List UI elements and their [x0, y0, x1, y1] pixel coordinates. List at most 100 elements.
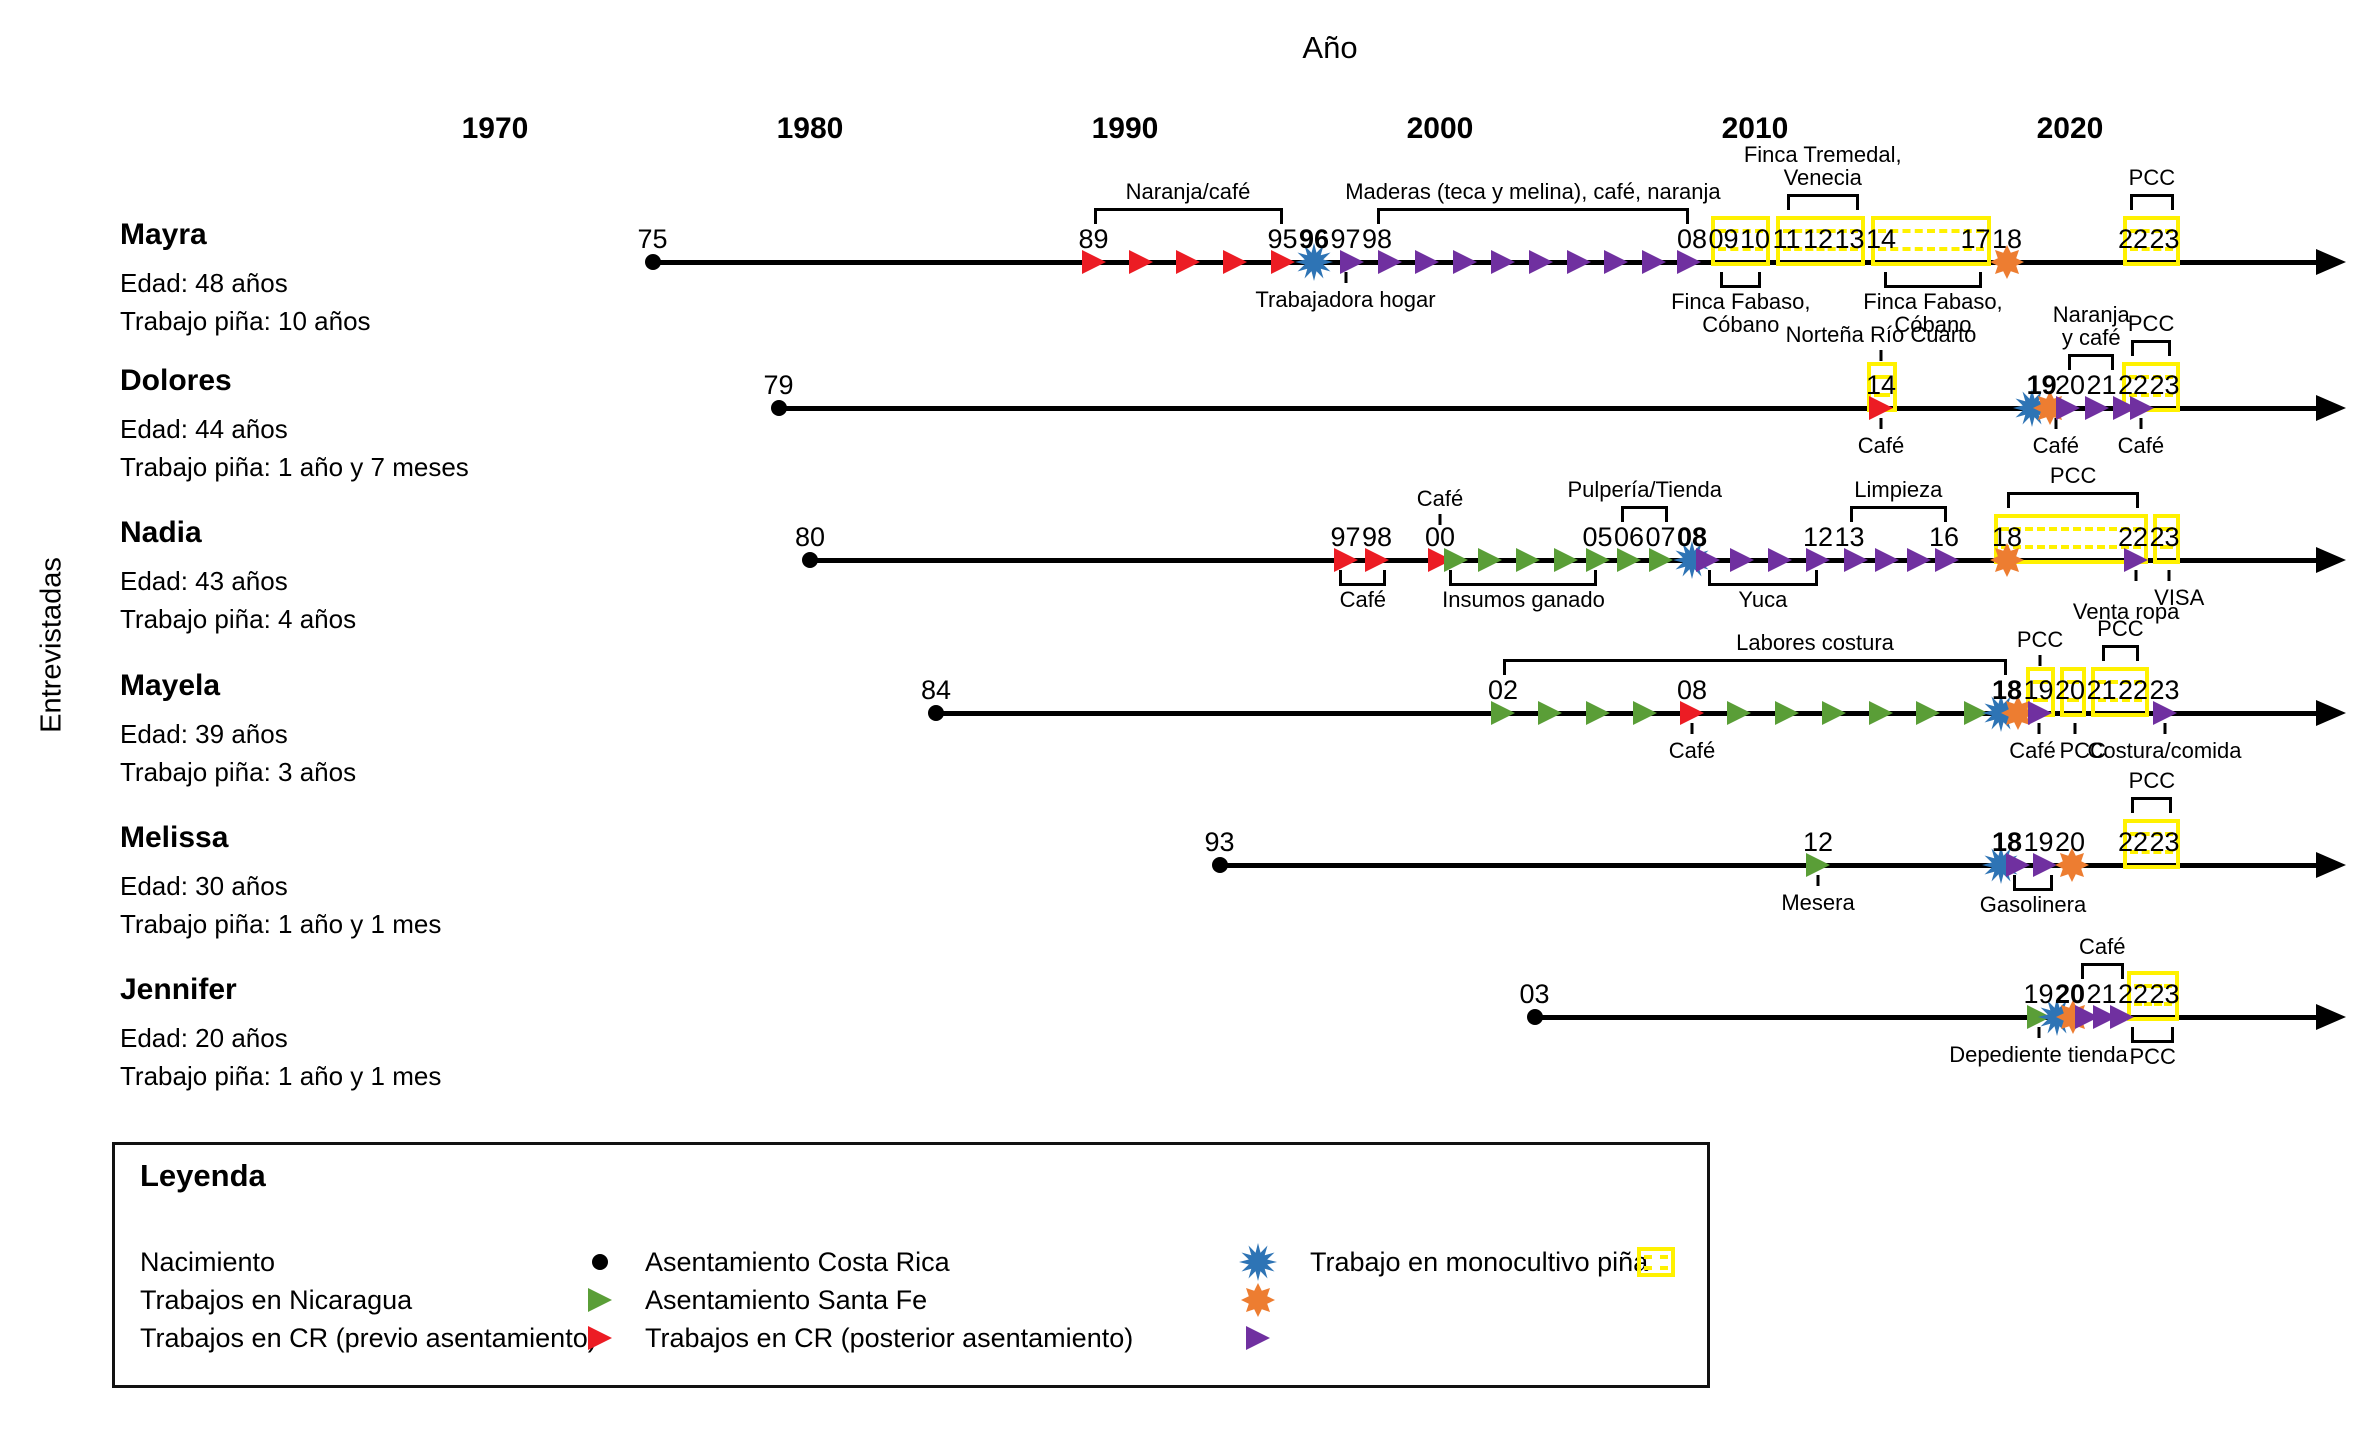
year-label: 18: [1991, 675, 2023, 705]
year-label: 13: [1834, 224, 1865, 254]
tick-label: PCC: [2016, 627, 2064, 652]
year-label: 89: [1078, 224, 1109, 254]
timeline-arrowhead: [2316, 852, 2346, 878]
marker-trabajo-cr-previo: [1679, 699, 1705, 727]
bracket-label: PCC: [2127, 311, 2175, 336]
year-label: 14: [1865, 370, 1897, 400]
year-label: 12: [1802, 522, 1834, 552]
bracket: [1884, 272, 1982, 288]
bracket: [1449, 570, 1598, 586]
year-label: 23: [2149, 827, 2180, 857]
birth-year-label: 79: [763, 370, 794, 400]
marker-trabajo-cr-posterior: [2112, 394, 2138, 422]
timeline-line: [936, 711, 2316, 716]
year-label: 23: [2149, 522, 2180, 552]
year-label: 22: [2117, 827, 2149, 857]
marker-trabajo-nicaragua: [1868, 699, 1894, 727]
birth-year-label: 84: [920, 675, 952, 705]
tick-label: Café: [1857, 433, 1905, 458]
bracket-label: Labores costura: [1736, 630, 1894, 655]
tick: [2139, 418, 2143, 429]
timeline-arrowhead: [2316, 1004, 2346, 1030]
tick-label: Café: [1416, 486, 1464, 511]
tick-label: Norteña Río Cuarto: [1785, 322, 1977, 347]
marker-trabajo-cr-previo: [1427, 546, 1453, 574]
year-label: 98: [1361, 224, 1393, 254]
year-label: 02: [1487, 675, 1519, 705]
year-label: 95: [1267, 224, 1298, 254]
marker-trabajo-cr-posterior: [1641, 248, 1667, 276]
person-pineapple-years: Trabajo piña: 1 año y 7 meses: [120, 452, 469, 482]
year-label: 19: [2026, 370, 2057, 400]
marker-trabajo-cr-previo: [1222, 248, 1248, 276]
bracket: [2081, 963, 2124, 979]
year-label: 23: [2149, 675, 2180, 705]
pcc-box: [2091, 667, 2149, 717]
bracket-label: Maderas (teca y melina), café, naranja: [1345, 179, 1721, 204]
person-age: Edad: 39 años: [120, 719, 288, 749]
tick-label: Depediente tienda: [1949, 1042, 2128, 1067]
legend-item-label: Asentamiento Santa Fe: [645, 1285, 928, 1315]
pcc-box: [1994, 514, 2149, 564]
legend-item-label: Trabajos en CR (previo asentamiento): [140, 1323, 597, 1353]
marker-trabajo-nicaragua: [1537, 699, 1563, 727]
year-label: 20: [2054, 675, 2086, 705]
bracket: [1720, 272, 1762, 288]
birth-year-label: 93: [1204, 827, 1235, 857]
marker-trabajo-nicaragua: [1805, 851, 1831, 879]
person-pineapple-years: Trabajo piña: 4 años: [120, 604, 357, 634]
marker-trabajo-nicaragua: [1915, 699, 1941, 727]
person-name: Nadia: [120, 516, 202, 549]
marker-trabajo-cr-posterior: [2109, 1003, 2135, 1031]
bracket-label: Finca Tremedal, Venecia: [1743, 142, 1902, 190]
birth-dot: [802, 552, 818, 568]
year-label: 08: [1676, 675, 1708, 705]
bracket-label: Naranja y café: [2052, 302, 2130, 350]
marker-trabajo-nicaragua: [1726, 699, 1752, 727]
marker-trabajo-cr-posterior: [1377, 248, 1403, 276]
legend-birth-dot-icon: [592, 1254, 608, 1270]
bracket-label: PCC: [2049, 463, 2097, 488]
bracket: [2068, 354, 2115, 370]
marker-trabajo-nicaragua: [1477, 546, 1503, 574]
year-label: 12: [1802, 827, 1834, 857]
year-label: 14: [1865, 224, 1897, 254]
tick: [1690, 723, 1694, 734]
year-label: 22: [2117, 224, 2149, 254]
legend-item-label: Asentamiento Costa Rica: [645, 1247, 950, 1277]
birth-dot: [644, 254, 661, 270]
marker-trabajo-nicaragua: [1585, 699, 1611, 727]
marker-asentamiento-costa-rica: [1294, 242, 1334, 282]
timeline-line: [1219, 863, 2316, 868]
year-label: 20: [2054, 827, 2086, 857]
year-label: 22: [2117, 370, 2149, 400]
marker-trabajo-cr-posterior: [1528, 248, 1554, 276]
bracket: [2131, 340, 2171, 356]
bracket: [1377, 208, 1689, 224]
pcc-box: [2153, 514, 2181, 564]
birth-dot: [1211, 857, 1228, 873]
marker-trabajo-nicaragua: [1490, 699, 1516, 727]
year-label: 17: [1960, 224, 1991, 254]
marker-trabajo-nicaragua: [1443, 546, 1469, 574]
person-age: Edad: 30 años: [120, 871, 288, 901]
bracket-label: Café: [1339, 587, 1387, 612]
year-label: 20: [2054, 370, 2086, 400]
axis-decade-label: 2010: [1721, 112, 1789, 145]
tick-label: PCC: [2059, 738, 2106, 763]
year-label: 96: [1298, 224, 1330, 254]
bracket: [1707, 570, 1818, 586]
bracket: [2131, 1027, 2174, 1043]
marker-trabajo-cr-posterior: [1452, 248, 1478, 276]
year-label: 21: [2086, 979, 2117, 1009]
timeline-line: [1534, 1015, 2316, 1020]
pcc-box: [2121, 362, 2180, 412]
year-label: 06: [1613, 522, 1645, 552]
person-age: Edad: 43 años: [120, 566, 288, 596]
year-label: 23: [2149, 370, 2180, 400]
axis-decade-label: 1970: [461, 112, 529, 145]
marker-asentamiento-santa-fe: [1989, 244, 2025, 280]
marker-trabajo-nicaragua: [1648, 546, 1674, 574]
marker-trabajo-cr-posterior: [1566, 248, 1592, 276]
